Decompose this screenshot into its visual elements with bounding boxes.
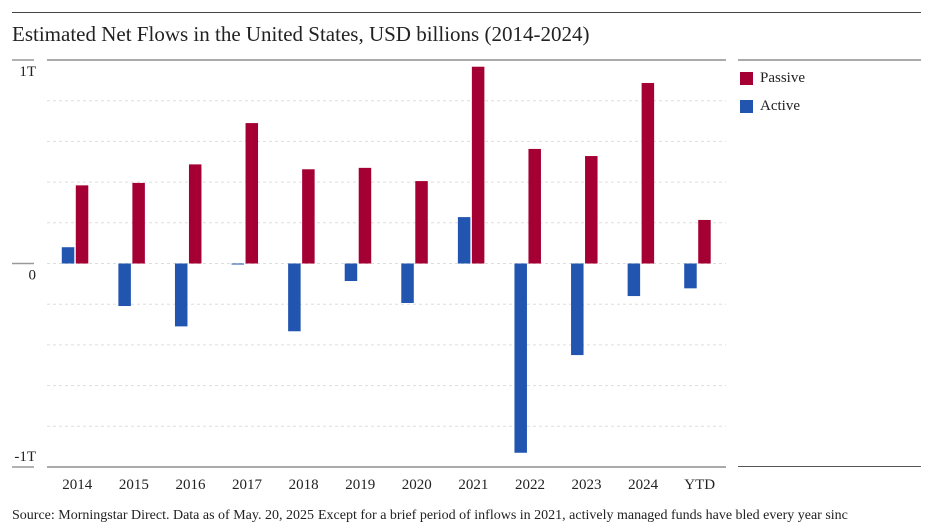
bar-passive-2016 [188,164,202,264]
source-note: Source: Morningstar Direct. Data as of M… [12,508,314,523]
legend-item-active[interactable]: Active [740,92,921,120]
bar-active-2015 [118,263,131,307]
x-tick-label: 2015 [119,477,149,493]
bar-active-2020 [401,263,414,303]
bar-active-2016 [174,263,188,327]
bar-active-2019 [344,263,358,282]
bar-active-2014 [61,247,75,264]
y-tick-label: -1T [14,449,36,465]
legend-label: Passive [760,69,805,86]
bar-active-2024 [627,263,641,297]
bar-passive-2018 [302,169,315,264]
bar-active-ytd [684,263,697,289]
bar-passive-2014 [75,185,89,264]
legend-rule [738,466,921,467]
y-tick-label: 0 [29,268,37,284]
bar-active-2017 [231,263,245,265]
y-tick-label: 1T [19,64,36,80]
x-tick-label: 2018 [289,477,319,493]
bar-passive-2021 [471,66,485,264]
legend: Passive Active [738,59,921,120]
x-tick-label: 2023 [572,477,602,493]
x-tick-label: 2019 [345,477,375,493]
chart-title: Estimated Net Flows in the United States… [12,22,590,46]
active-swatch [740,99,753,113]
bar-passive-2024 [641,82,655,264]
x-tick-label: YTD [684,477,715,493]
bar-passive-2017 [245,123,259,264]
bar-passive-2015 [132,182,145,264]
bar-active-2018 [288,263,301,332]
bar-passive-ytd [698,219,711,264]
bar-passive-2019 [358,167,372,264]
legend-item-passive[interactable]: Passive [740,64,921,92]
x-tick-label: 2021 [458,477,488,493]
caption: Except for a brief period of inflows in … [318,508,848,523]
x-tick-label: 2014 [62,477,93,493]
bar-passive-2020 [415,181,428,264]
bar-active-2023 [571,263,584,356]
bar-passive-2022 [528,148,541,264]
bar-active-2022 [514,263,527,453]
passive-swatch [740,71,753,85]
x-tick-label: 2017 [232,477,263,493]
legend-label: Active [760,97,800,114]
bar-passive-2023 [585,156,598,264]
title-rule [12,12,921,13]
x-tick-label: 2024 [628,477,659,493]
x-tick-label: 2020 [402,477,432,493]
x-tick-label: 2016 [175,477,206,493]
x-tick-label: 2022 [515,477,545,493]
bar-active-2021 [457,217,471,264]
